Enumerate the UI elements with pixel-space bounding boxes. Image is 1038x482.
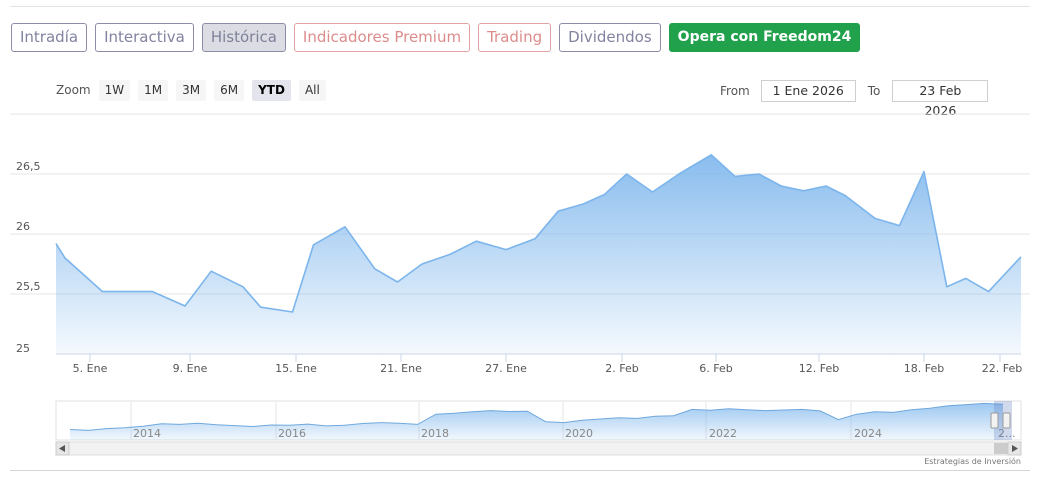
navigator-area xyxy=(70,403,1003,440)
navigator-handle-right xyxy=(1002,412,1011,429)
y-tick-label: 26 xyxy=(16,220,30,233)
x-tick-label: 15. Ene xyxy=(275,362,317,375)
scroll-right-arrow-icon xyxy=(1012,445,1018,452)
x-tick-label: 2. Feb xyxy=(605,362,638,375)
opera-freedom24-button[interactable]: Opera con Freedom24 xyxy=(668,23,861,52)
tab-historica[interactable]: Histórica xyxy=(201,23,286,52)
zoom-ytd-button[interactable]: YTD xyxy=(252,79,291,101)
navigator-year-label: 2020 xyxy=(565,427,593,440)
chart-credit: Estrategias de Inversión xyxy=(924,457,1021,466)
y-tick-label: 25 xyxy=(16,342,30,355)
bottom-divider xyxy=(10,470,1030,471)
y-tick-label: 25,5 xyxy=(16,280,41,293)
tab-interactiva[interactable]: Interactiva xyxy=(95,23,194,52)
zoom-selector: Zoom 1W 1M 3M 6M YTD All xyxy=(56,79,334,101)
price-line xyxy=(55,154,1022,313)
x-tick-label: 5. Ene xyxy=(73,362,108,375)
x-tick-label: 9. Ene xyxy=(173,362,208,375)
navigator-year-label: 2016 xyxy=(278,427,306,440)
x-tick-label: 18. Feb xyxy=(904,362,944,375)
y-tick-label: 26,5 xyxy=(16,160,41,173)
top-divider xyxy=(10,6,1030,7)
scrollbar-track xyxy=(55,441,1022,456)
navigator-line xyxy=(69,402,1004,431)
to-label: To xyxy=(867,84,881,98)
x-tick-label: 22. Feb xyxy=(982,362,1022,375)
navigator-year-label: 2024 xyxy=(854,427,882,440)
tab-trading[interactable]: Trading xyxy=(478,23,552,52)
navigator-year-label: 2... xyxy=(998,427,1016,440)
to-date-input[interactable]: 23 Feb 2026 xyxy=(892,80,989,118)
scroll-left-arrow-icon xyxy=(59,445,65,452)
navigator-year-label: 2018 xyxy=(421,427,449,440)
date-range: From 1 Ene 2026 To 23 Feb 2026 xyxy=(720,80,989,118)
zoom-label: Zoom xyxy=(56,83,91,97)
price-area xyxy=(56,154,1021,354)
zoom-3m-button[interactable]: 3M xyxy=(176,79,207,101)
from-label: From xyxy=(720,84,750,98)
zoom-6m-button[interactable]: 6M xyxy=(214,79,245,101)
scrollbar-thumb xyxy=(994,443,1008,454)
x-tick-label: 6. Feb xyxy=(699,362,732,375)
x-tick-label: 21. Ene xyxy=(380,362,422,375)
zoom-1m-button[interactable]: 1M xyxy=(138,79,169,101)
navigator-handle-left xyxy=(990,412,999,429)
tab-dividendos[interactable]: Dividendos xyxy=(559,23,661,52)
price-chart: 25 25,5 26 26,5 5. Ene 9. Ene 15. Ene 21. Ene 27… xyxy=(10,113,1030,456)
zoom-1w-button[interactable]: 1W xyxy=(98,79,131,101)
x-tick-label: 12. Feb xyxy=(799,362,839,375)
tab-intradia[interactable]: Intradía xyxy=(11,23,88,52)
navigator-year-label: 2022 xyxy=(709,427,737,440)
tab-indicadores-premium[interactable]: Indicadores Premium xyxy=(293,23,471,52)
zoom-all-button[interactable]: All xyxy=(298,79,326,101)
from-date-input[interactable]: 1 Ene 2026 xyxy=(760,80,856,102)
navigator-year-label: 2014 xyxy=(133,427,161,440)
x-tick-label: 27. Ene xyxy=(485,362,527,375)
chart-tabs: Intradía Interactiva Histórica Indicador… xyxy=(11,23,868,52)
